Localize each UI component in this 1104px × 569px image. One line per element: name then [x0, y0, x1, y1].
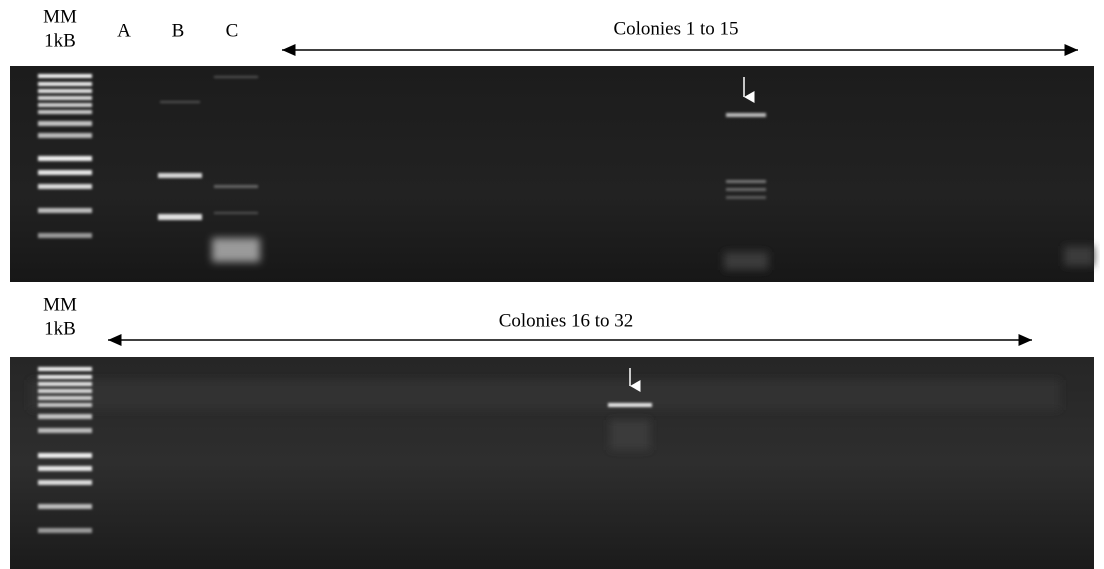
band — [726, 188, 766, 191]
band — [726, 196, 766, 199]
ladder-band — [38, 170, 92, 175]
smear — [1064, 246, 1094, 266]
ladder-band — [38, 504, 92, 509]
smear — [610, 420, 650, 450]
ladder-band — [38, 403, 92, 407]
colonies-label: Colonies 16 to 32 — [499, 310, 634, 331]
ladder-band — [38, 208, 92, 213]
ladder-band — [38, 428, 92, 433]
band — [214, 76, 258, 78]
ladder-band — [38, 414, 92, 419]
ladder-band — [38, 367, 92, 371]
ladder-band — [38, 480, 92, 485]
ladder-band — [38, 121, 92, 126]
smear — [724, 252, 768, 270]
ladder-band — [38, 96, 92, 100]
marker-label: 1kB — [44, 30, 76, 51]
band — [214, 185, 258, 188]
band — [726, 113, 766, 117]
ladder-band — [38, 156, 92, 161]
lane-label: C — [226, 20, 239, 41]
lane-label: B — [172, 20, 185, 41]
gel-figure: MM 1kB A B C Colonies 1 to 15 MM 1kB Col… — [0, 0, 1104, 569]
ladder-band — [38, 466, 92, 471]
marker-label: MM — [43, 6, 77, 27]
ladder-band — [38, 528, 92, 533]
lane-label: A — [117, 20, 131, 41]
smear — [212, 238, 260, 262]
ladder-band — [38, 375, 92, 379]
ladder-band — [38, 453, 92, 458]
ladder-band — [38, 103, 92, 107]
background-haze — [30, 380, 1060, 410]
ladder-band — [38, 82, 92, 86]
band — [158, 173, 202, 178]
band — [608, 403, 652, 407]
ladder-band — [38, 133, 92, 138]
ladder-band — [38, 396, 92, 400]
band — [158, 214, 202, 220]
colonies-label: Colonies 1 to 15 — [613, 18, 738, 39]
band — [726, 180, 766, 183]
ladder-band — [38, 233, 92, 238]
ladder-band — [38, 184, 92, 189]
band — [214, 212, 258, 214]
ladder-band — [38, 382, 92, 386]
page: MM 1kB A B C Colonies 1 to 15 MM 1kB Col… — [0, 0, 1104, 569]
ladder-band — [38, 89, 92, 93]
band — [160, 101, 200, 103]
ladder-band — [38, 74, 92, 78]
ladder-band — [38, 389, 92, 393]
marker-label: MM — [43, 294, 77, 315]
marker-label: 1kB — [44, 318, 76, 339]
ladder-band — [38, 110, 92, 114]
